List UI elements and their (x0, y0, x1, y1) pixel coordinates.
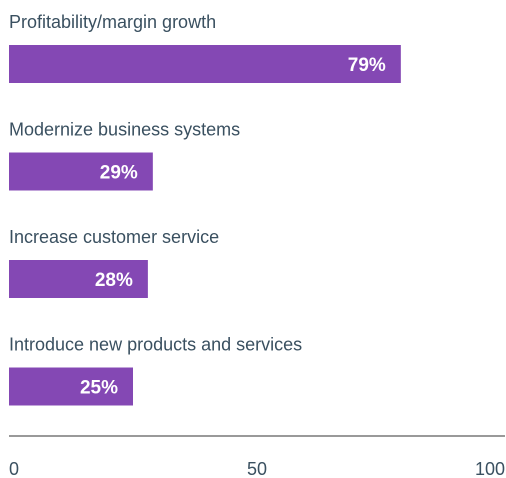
bar (9, 45, 401, 83)
bar (9, 152, 153, 191)
x-tick-label: 0 (9, 459, 19, 478)
value-label: 28% (95, 270, 133, 291)
x-tick-label: 50 (247, 459, 267, 478)
x-tick-label: 100 (475, 459, 505, 478)
category-label: Introduce new products and services (9, 335, 302, 355)
value-label: 25% (80, 378, 118, 399)
category-label: Increase customer service (9, 227, 219, 247)
category-label: Modernize business systems (9, 120, 240, 140)
value-label: 79% (348, 55, 386, 76)
bar (9, 367, 133, 406)
value-label: 29% (100, 163, 138, 184)
category-label: Profitability/margin growth (9, 12, 216, 32)
bar (9, 260, 148, 298)
